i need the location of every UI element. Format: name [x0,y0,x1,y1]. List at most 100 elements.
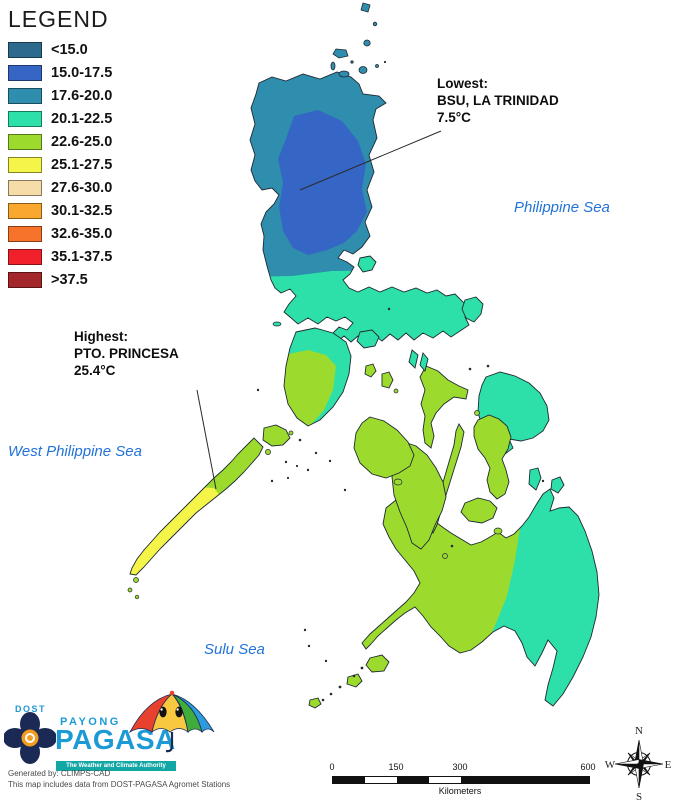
island-panay [353,416,415,479]
legend-item: >37.5 [8,272,112,288]
legend-item: <15.0 [8,42,112,58]
pagasa-logo: DOST PAYONG PAGASA The Weather and Clima… [0,688,240,778]
compass-east-label: E [665,759,672,771]
legend-item: 35.1-37.5 [8,249,112,265]
footer-line-1: Generated by: CLIMPS-CAD [8,769,111,778]
island-romblon-b [381,371,394,389]
legend-swatch [8,42,42,58]
island-bohol [460,497,498,524]
scale-tick: 0 [329,762,335,772]
lowest-leader-line [299,130,442,191]
island-balabac-a [133,577,139,583]
footer-credits: Generated by: CLIMPS-CAD This map includ… [8,768,230,790]
legend-item-label: 22.6-25.0 [51,134,113,150]
legend-swatch [8,65,42,81]
islet-dots [256,60,545,702]
scale-bar: 0 150 300 600 Kilometers [329,762,596,798]
island-jolo [346,673,363,688]
philippine-sea-label: Philippine Sea [514,199,610,216]
island-luzon [249,71,470,343]
legend-swatch [8,226,42,242]
island-balabac-b [127,587,133,593]
legend-item: 22.6-25.0 [8,134,112,150]
island-tawitawi [308,697,322,709]
legend-item-label: >37.5 [51,272,88,288]
island-busuanga [262,424,291,447]
footer-line-2: This map includes data from DOST-PAGASA … [8,780,231,789]
legend-item-label: 35.1-37.5 [51,249,113,265]
sulu-sea-label: Sulu Sea [204,641,265,658]
island-basilan [365,654,390,673]
legend-item-label: <15.0 [51,42,88,58]
legend-swatch [8,272,42,288]
island-siquijor [442,553,448,559]
island-masbate [419,365,469,449]
highest-title: Highest: [74,329,128,344]
region-cordillera-coldest [278,110,367,255]
islands-batanes-babuyan [330,2,379,78]
legend-swatch [8,203,42,219]
legend-swatch [8,134,42,150]
region-palawan-yellow [130,480,222,575]
island-guimaras [393,478,403,486]
legend-item-label: 25.1-27.5 [51,157,113,173]
islands-small [127,321,503,600]
legend-swatch [8,111,42,127]
legend-item: 17.6-20.0 [8,88,112,104]
legend-item: 25.1-27.5 [8,157,112,173]
island-palawan [129,437,264,576]
legend-swatch [8,157,42,173]
umbrella-icon [128,690,215,753]
island-dinagat [528,467,542,491]
legend-item-label: 27.6-30.0 [51,180,113,196]
island-camiguin [493,527,503,535]
islands-visayas [262,255,565,709]
island-romblon-c [393,388,399,394]
scale-bar-graphic [332,776,590,784]
compass-south-label: S [636,791,642,803]
legend-item-label: 15.0-17.5 [51,65,113,81]
legend-item-label: 17.6-20.0 [51,88,113,104]
island-catanduanes [461,296,484,323]
highest-annotation: Highest: PTO. PRINCESA 25.4°C [74,328,179,379]
island-polillo [357,255,377,273]
legend-item: 32.6-35.0 [8,226,112,242]
dost-logo-icon [4,712,56,764]
legend: LEGEND <15.0 15.0-17.5 17.6-20.0 20.1-22… [8,6,112,295]
legend-item: 27.6-30.0 [8,180,112,196]
west-philippine-sea-label: West Philippine Sea [8,443,142,460]
island-biliran [474,410,480,416]
scale-unit-label: Kilometers [438,786,482,796]
legend-title: LEGEND [8,6,109,32]
legend-item-label: 32.6-35.0 [51,226,113,242]
island-coron [288,430,294,436]
scale-tick: 600 [580,762,596,772]
island-culion [265,449,271,455]
island-balabac-c [134,594,140,600]
legend-item: 30.1-32.5 [8,203,112,219]
compass-rose-icon: N E S W [605,725,672,803]
legend-swatch [8,249,42,265]
legend-item-label: 20.1-22.5 [51,111,113,127]
legend-item: 15.0-17.5 [8,65,112,81]
region-mindoro-green [284,350,336,426]
lowest-station: BSU, LA TRINIDAD [437,93,559,108]
highest-leader-line [196,389,217,490]
legend-swatch [8,180,42,196]
island-ticao [408,349,419,369]
island-burias [419,352,429,372]
lowest-title: Lowest: [437,76,489,91]
scale-tick: 150 [388,762,404,772]
legend-item-label: 30.1-32.5 [51,203,113,219]
island-romblon-a [364,363,377,378]
pagasa-tagline: The Weather and Climate Authority [56,761,176,771]
legend-swatch [8,88,42,104]
legend-item: 20.1-22.5 [8,111,112,127]
highest-value: 25.4°C [74,363,116,378]
scale-tick: 300 [452,762,468,772]
luzon-outline [249,71,470,343]
island-lubang [272,321,282,327]
compass-west-label: W [605,759,616,771]
